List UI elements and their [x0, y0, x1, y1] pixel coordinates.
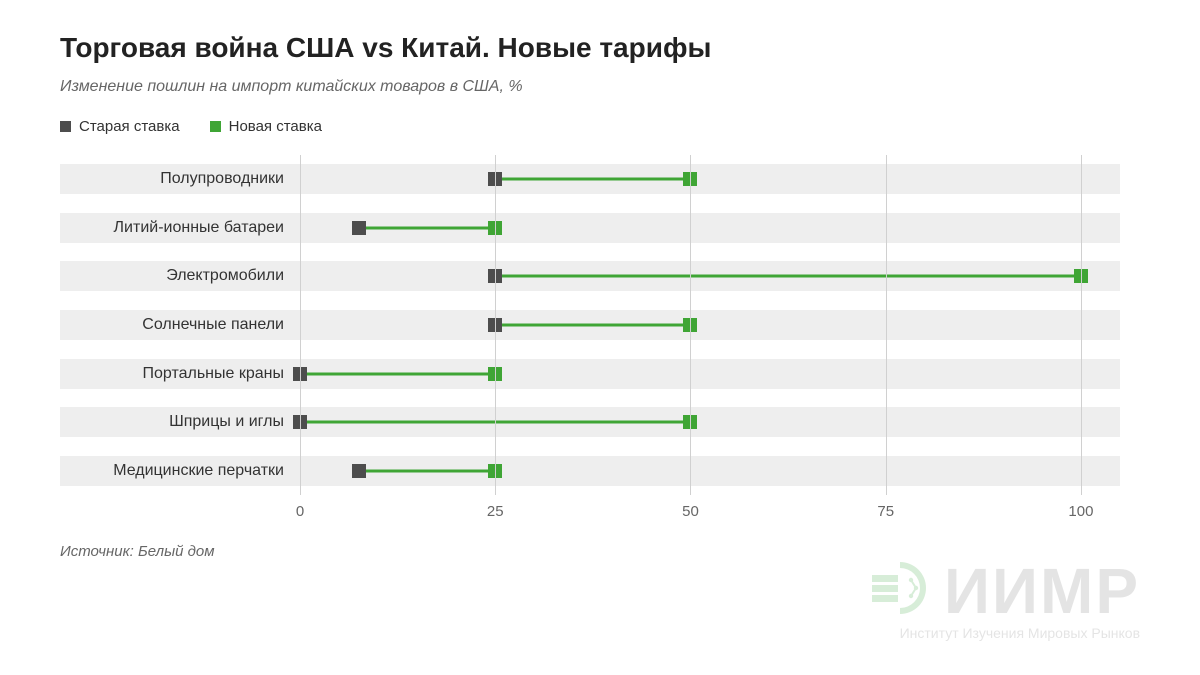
- x-tick-label: 50: [682, 503, 699, 520]
- gridline: [1081, 155, 1082, 495]
- category-label: Шприцы и иглы: [60, 413, 284, 431]
- globe-icon: [870, 558, 930, 623]
- category-label: Полупроводники: [60, 170, 284, 188]
- legend-label-new: Новая ставка: [229, 118, 322, 135]
- gridline: [300, 155, 301, 495]
- watermark-acronym: ИИМР: [944, 559, 1140, 623]
- dumbbell-chart: Полупроводники Литий-ионные батареи Электр…: [60, 155, 1140, 525]
- x-axis-labels: 0255075100: [300, 501, 1120, 525]
- watermark: ИИМР Институт Изучения Мировых Рынков: [870, 558, 1140, 641]
- chart-title: Торговая война США vs Китай. Новые тариф…: [60, 32, 1140, 64]
- legend-swatch-old: [60, 121, 71, 132]
- category-label: Портальные краны: [60, 365, 284, 383]
- watermark-full: Институт Изучения Мировых Рынков: [870, 625, 1140, 641]
- gridline: [886, 155, 887, 495]
- gridline: [690, 155, 691, 495]
- category-label: Литий-ионные батареи: [60, 219, 284, 237]
- chart-subtitle: Изменение пошлин на импорт китайских тов…: [60, 78, 1140, 96]
- legend-label-old: Старая ставка: [79, 118, 180, 135]
- x-tick-label: 25: [487, 503, 504, 520]
- legend-item-old: Старая ставка: [60, 118, 180, 135]
- x-tick-label: 100: [1068, 503, 1093, 520]
- category-label: Электромобили: [60, 267, 284, 285]
- category-label: Солнечные панели: [60, 316, 284, 334]
- legend-swatch-new: [210, 121, 221, 132]
- chart-grid: [300, 155, 1120, 495]
- x-tick-label: 75: [877, 503, 894, 520]
- legend-item-new: Новая ставка: [210, 118, 322, 135]
- legend: Старая ставка Новая ставка: [60, 118, 1140, 135]
- gridline: [495, 155, 496, 495]
- category-label: Медицинские перчатки: [60, 462, 284, 480]
- x-tick-label: 0: [296, 503, 304, 520]
- source-note: Источник: Белый дом: [60, 543, 1140, 560]
